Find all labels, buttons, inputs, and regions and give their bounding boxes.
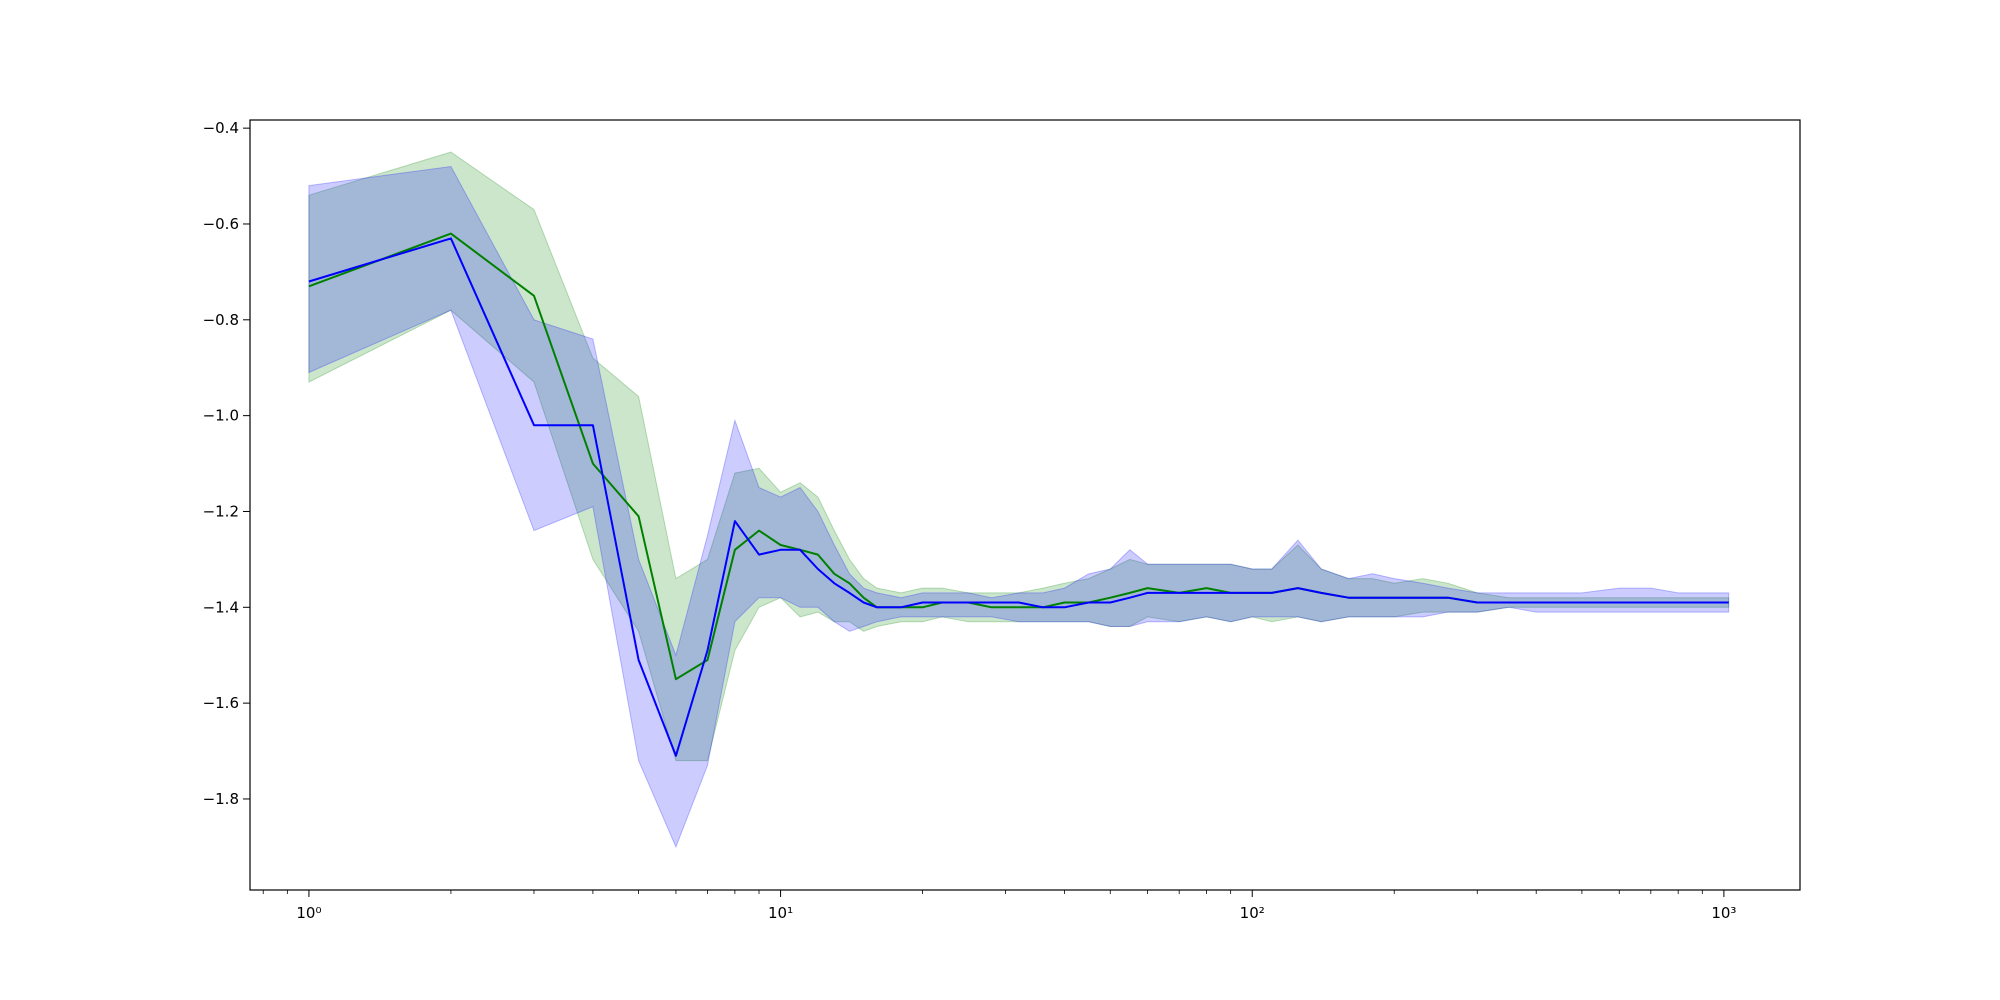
y-tick-label: −1.2 (203, 502, 239, 520)
y-tick-label: −1.0 (203, 407, 239, 425)
y-axis: −0.4 −0.6 −0.8 −1.0 −1.2 −1.4 −1.6 −1.8 (203, 119, 250, 808)
y-tick-label: −1.6 (203, 694, 239, 712)
series-2-line (308, 237, 1729, 757)
x-tick-label: 10¹ (768, 904, 793, 922)
confidence-bands (308, 151, 1730, 849)
x-tick-label: 10³ (1711, 904, 1736, 922)
y-tick-label: −1.4 (203, 598, 239, 616)
y-tick-label: −0.6 (203, 215, 239, 233)
x-axis: 10⁰ 10¹ 10² 10³ (262, 890, 1736, 922)
x-tick-label: 10² (1240, 904, 1265, 922)
y-tick-label: −0.4 (203, 119, 239, 137)
series-lines (308, 232, 1729, 757)
plot-frame (249, 119, 1801, 891)
x-tick-label: 10⁰ (296, 904, 321, 922)
y-tick-label: −0.8 (203, 311, 239, 329)
series-1-confidence-band (308, 151, 1730, 762)
series-2-confidence-band (308, 165, 1730, 849)
y-tick-label: −1.8 (203, 790, 239, 808)
